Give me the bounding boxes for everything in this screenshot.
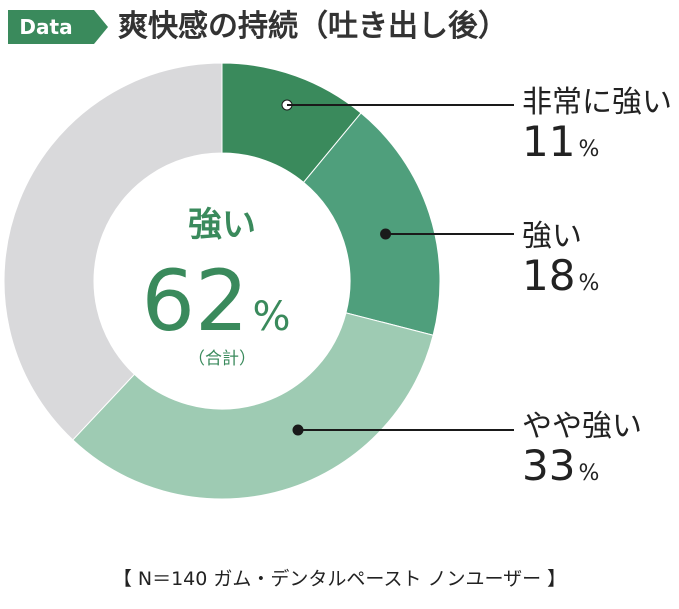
slice-label-3: やや強い xyxy=(522,409,642,444)
slice-label-1: 非常に強い xyxy=(522,85,672,120)
slice-label-2: 強い xyxy=(522,219,582,254)
chart-header: Data 爽快感の持続（吐き出し後） xyxy=(8,6,668,46)
center-value-number: 62 xyxy=(142,252,249,350)
center-value: 62% xyxy=(142,252,291,350)
slice-value-unit: % xyxy=(578,137,599,162)
data-tag: Data xyxy=(8,10,94,44)
slice-value-3: 33% xyxy=(522,441,599,490)
sample-footnote: 【 N＝140 ガム・デンタルペースト ノンユーザー 】 xyxy=(112,568,567,590)
center-note: （合計） xyxy=(188,349,256,369)
center-value-unit: % xyxy=(252,294,290,340)
donut-slice-2 xyxy=(302,112,441,336)
slice-value-unit: % xyxy=(578,271,599,296)
chart-title: 爽快感の持続（吐き出し後） xyxy=(118,9,508,44)
donut-slice-4 xyxy=(3,62,223,441)
slice-value-number: 11 xyxy=(522,117,575,166)
slice-value-number: 18 xyxy=(522,251,575,300)
data-tag-arrow xyxy=(94,10,108,44)
donut-slice-3 xyxy=(72,312,434,500)
center-label: 強い xyxy=(188,205,256,245)
slice-value-2: 18% xyxy=(522,251,599,300)
slice-value-unit: % xyxy=(578,461,599,486)
slice-value-1: 11% xyxy=(522,117,599,166)
slice-value-number: 33 xyxy=(522,441,575,490)
